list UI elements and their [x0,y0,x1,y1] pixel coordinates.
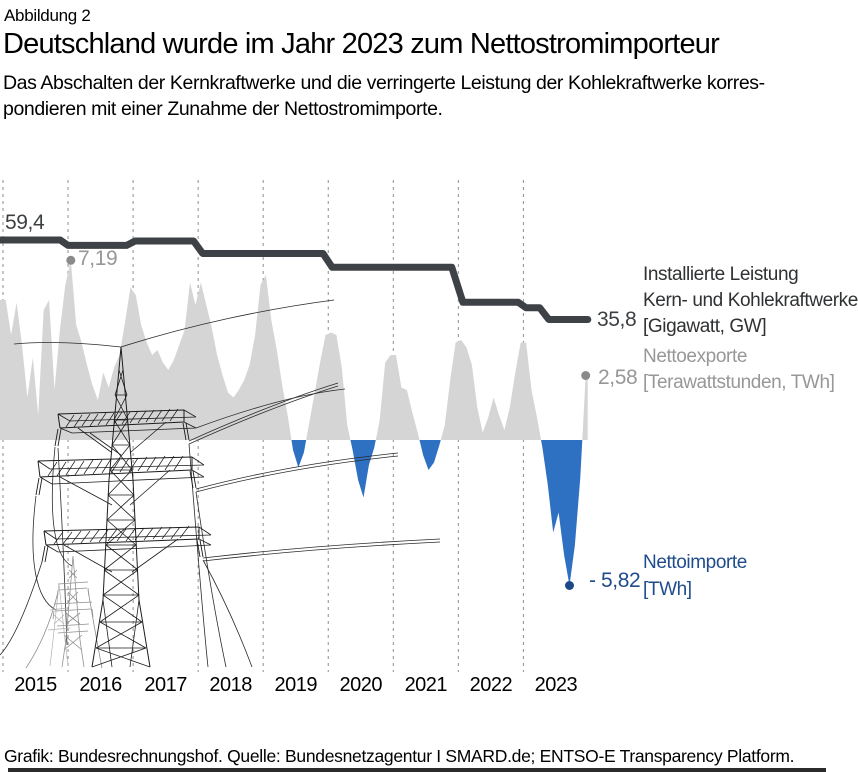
x-axis: 2015 2016 2017 2018 2019 2020 2021 2022 2023 [0,674,858,698]
x-axis-label-2015: 2015 [14,674,57,696]
legend-capacity-line1: Installierte Leistung [643,264,799,285]
x-axis-label-2018: 2018 [209,674,252,696]
series-markers [66,255,591,590]
net-exchange-area [0,260,588,586]
exports-end-value: 2,58 [598,366,638,389]
page-subtitle: Das Abschalten der Kernkraftwerke und di… [3,70,765,122]
marker-exports-end [581,371,591,380]
x-axis-label-2016: 2016 [79,674,122,696]
exports-peak-value: 7,19 [78,247,118,270]
marker-imports-min [565,581,574,590]
x-axis-label-2019: 2019 [274,674,317,696]
figure-label: Abbildung 2 [4,6,91,25]
cable-lines [0,299,441,668]
legend-exports-line1: Nettoexporte [643,346,747,367]
x-axis-label-2022: 2022 [469,674,513,696]
legend-imports: Nettoimporte [TWh] [643,549,747,603]
background-pylon [25,555,103,669]
power-pylon-illustration [0,299,441,669]
subtitle-line-2: pondieren mit einer Zunahme der Nettostr… [3,98,443,120]
legend-capacity: Installierte Leistung Kern- und Kohlekra… [643,262,858,340]
main-pylon [35,346,212,668]
cropped-next-line-bar [8,768,826,772]
x-axis-label-2023: 2023 [534,674,578,696]
legend-exports-unit: [Terawattstunden, TWh] [643,372,835,393]
legend-imports-unit: [TWh] [643,579,692,600]
footer-credit: Grafik: Bundesrechnungshof. Quelle: Bund… [4,746,795,766]
legend-capacity-line2: Kern- und Kohlekraftwerke [643,290,858,311]
legend-exports: Nettoexporte [Terawattstunden, TWh] [643,344,835,396]
x-axis-label-2021: 2021 [404,674,448,696]
imports-min-value: - 5,82 [589,569,641,592]
x-axis-label-2017: 2017 [144,674,187,696]
page-title: Deutschland wurde im Jahr 2023 zum Netto… [3,28,720,60]
capacity-end-value: 35,8 [597,308,637,331]
capacity-step-line [0,236,592,323]
legend-imports-line1: Nettoimporte [643,552,747,573]
x-axis-label-2020: 2020 [339,674,383,696]
marker-exports-peak [66,255,76,265]
background-pylon-far [47,583,71,667]
capacity-start-value: 59,4 [5,211,45,234]
subtitle-line-1: Das Abschalten der Kernkraftwerke und di… [3,72,765,94]
legend-capacity-unit: [Gigawatt, GW] [643,316,767,337]
